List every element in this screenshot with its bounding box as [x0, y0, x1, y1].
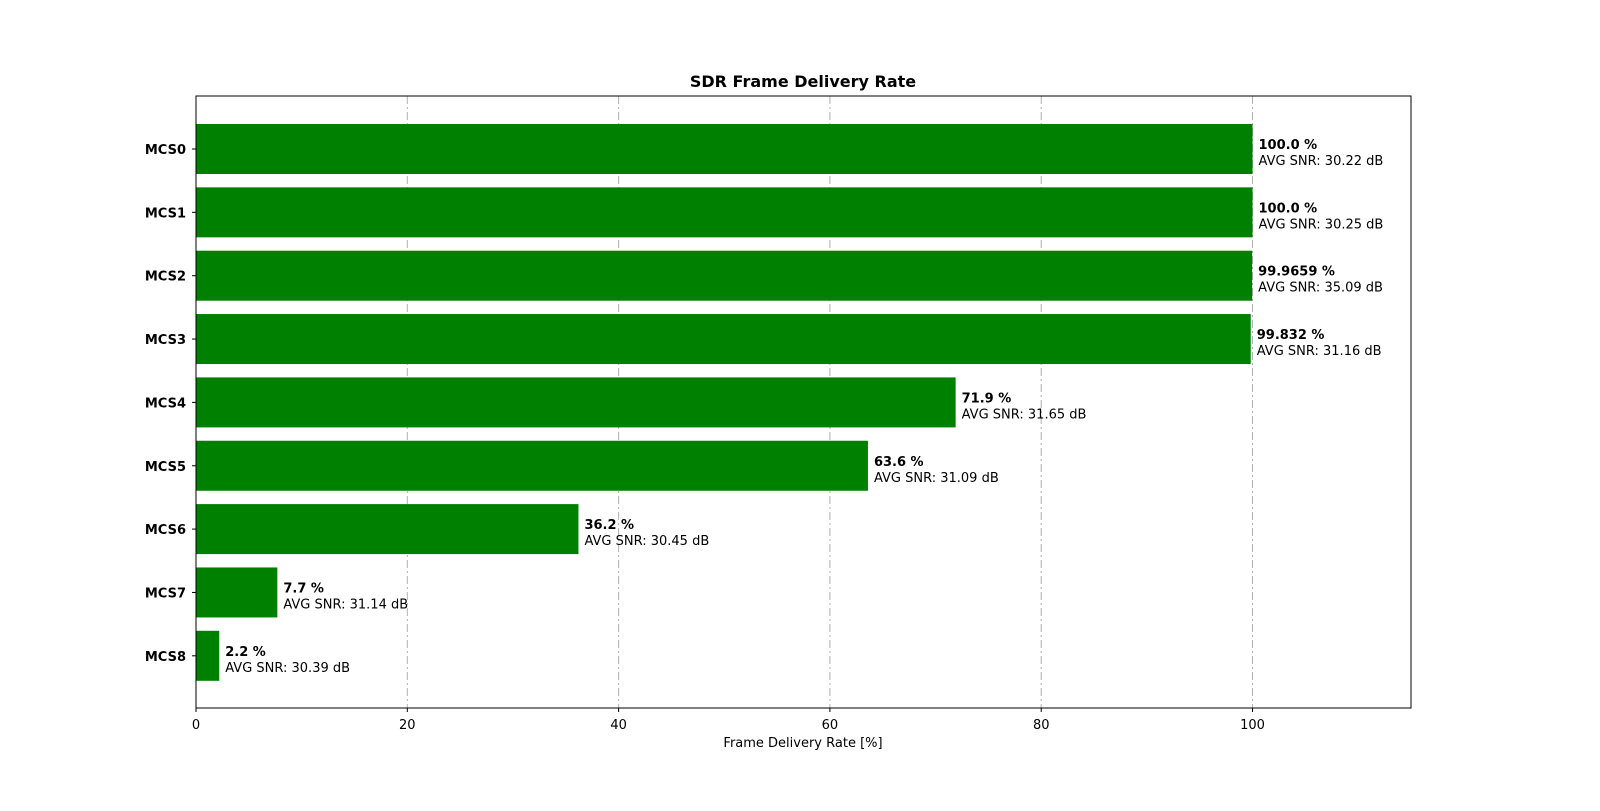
x-tick-label: 40: [610, 718, 627, 733]
data-label-snr: AVG SNR: 31.14 dB: [283, 597, 408, 612]
data-label-snr: AVG SNR: 30.22 dB: [1259, 154, 1384, 169]
data-label-percent: 63.6 %: [874, 455, 924, 470]
data-label-percent: 100.0 %: [1259, 138, 1318, 153]
plot-frame: [195, 95, 1412, 709]
x-tick-label: 0: [192, 718, 200, 733]
x-tick-label: 20: [399, 718, 416, 733]
y-tick-label: MCS7: [145, 586, 186, 601]
data-label-percent: 100.0 %: [1259, 201, 1318, 216]
x-axis-label: Frame Delivery Rate [%]: [723, 736, 882, 751]
y-tick-label: MCS6: [145, 523, 186, 538]
x-tick-labels: 0 20 40 60 80 100: [192, 708, 1265, 733]
y-tick-label: MCS1: [145, 206, 186, 221]
data-label-snr: AVG SNR: 30.25 dB: [1259, 217, 1384, 232]
data-label-snr: AVG SNR: 31.16 dB: [1257, 344, 1382, 359]
data-label-percent: 2.2 %: [225, 645, 266, 660]
bar: [196, 187, 1253, 238]
bar: [196, 567, 278, 618]
data-label-percent: 7.7 %: [283, 581, 324, 596]
data-label-percent: 99.832 %: [1257, 328, 1325, 343]
data-label-snr: AVG SNR: 31.65 dB: [962, 407, 1087, 422]
bar: [196, 314, 1251, 365]
data-label-percent: 36.2 %: [584, 518, 634, 533]
data-label-snr: AVG SNR: 31.09 dB: [874, 471, 999, 486]
x-tick-label: 100: [1240, 718, 1265, 733]
y-tick-label: MCS4: [145, 396, 186, 411]
data-label-snr: AVG SNR: 30.39 dB: [225, 661, 350, 676]
x-tick-label: 60: [822, 718, 839, 733]
data-label-percent: 71.9 %: [962, 391, 1012, 406]
y-tick-labels: MCS0 MCS1 MCS2 MCS3 MCS4 MCS5 MCS6 MCS7 MCS8: [145, 143, 196, 665]
x-tick-label: 80: [1033, 718, 1050, 733]
y-tick-label: MCS0: [145, 143, 186, 158]
bar: [196, 250, 1253, 301]
bar: [196, 630, 220, 681]
data-label-snr: AVG SNR: 30.45 dB: [584, 534, 709, 549]
data-label-percent: 99.9659 %: [1258, 265, 1335, 280]
bar: [196, 440, 868, 491]
y-tick-label: MCS5: [145, 460, 186, 475]
bar: [196, 124, 1253, 174]
chart-title: SDR Frame Delivery Rate: [690, 72, 916, 91]
data-label-snr: AVG SNR: 35.09 dB: [1258, 281, 1383, 296]
bars: [196, 124, 1253, 681]
bar: [196, 504, 579, 555]
y-tick-label: MCS8: [145, 650, 186, 665]
bar: [196, 377, 956, 428]
y-tick-label: MCS2: [145, 270, 186, 285]
y-tick-label: MCS3: [145, 333, 186, 348]
